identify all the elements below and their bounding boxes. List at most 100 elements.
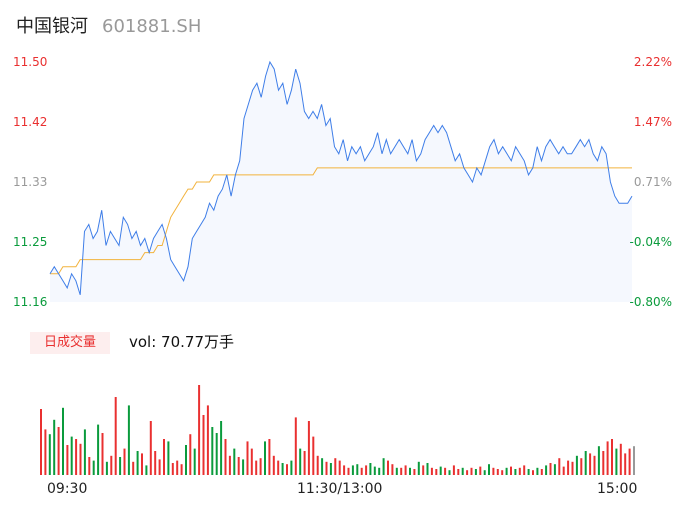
volume-bar xyxy=(290,460,293,475)
volume-bar xyxy=(602,451,605,475)
volume-bar xyxy=(417,461,420,475)
volume-bar xyxy=(171,463,174,475)
volume-bar xyxy=(391,464,394,475)
volume-bar xyxy=(70,436,73,475)
volume-bar xyxy=(220,421,223,475)
volume-bar xyxy=(97,424,100,475)
volume-bars xyxy=(40,385,635,475)
volume-bar xyxy=(474,469,477,475)
volume-bar xyxy=(158,459,161,475)
volume-bar xyxy=(430,467,433,475)
volume-bar xyxy=(75,439,78,475)
volume-bar xyxy=(347,467,350,475)
price-tick-5: 11.16 xyxy=(13,295,48,309)
volume-bar xyxy=(176,460,179,475)
volume-bar xyxy=(307,421,310,475)
volume-bar xyxy=(123,448,126,475)
volume-bar xyxy=(277,460,280,475)
volume-bar xyxy=(351,465,354,475)
volume-readout: vol: 70.77万手 xyxy=(129,333,234,351)
volume-bar xyxy=(615,448,618,475)
volume-bar xyxy=(580,458,583,475)
volume-bar xyxy=(523,465,526,475)
volume-bar xyxy=(483,470,486,475)
volume-tab[interactable]: 日成交量 xyxy=(30,332,110,354)
average-price-line xyxy=(50,167,632,275)
volume-bar xyxy=(426,463,429,475)
volume-bar xyxy=(272,455,275,475)
volume-bar xyxy=(119,457,122,475)
volume-bar xyxy=(452,465,455,475)
volume-bar xyxy=(553,464,556,475)
volume-bar xyxy=(567,460,570,475)
volume-bar xyxy=(575,455,578,475)
volume-bar xyxy=(185,445,187,475)
pct-tick-1: 2.22% xyxy=(633,55,672,69)
volume-bar xyxy=(536,467,539,475)
volume-bar xyxy=(215,433,218,475)
volume-bar xyxy=(387,460,389,475)
volume-bar xyxy=(409,467,411,475)
volume-bar xyxy=(628,448,631,475)
pct-tick-2: 1.47% xyxy=(633,115,672,129)
volume-bar xyxy=(540,469,543,475)
volume-bar xyxy=(492,467,495,475)
volume-bar xyxy=(496,469,499,475)
volume-bar xyxy=(527,469,530,475)
volume-bar xyxy=(435,469,438,475)
volume-bar xyxy=(558,458,561,475)
stock-code: 601881.SH xyxy=(102,16,202,37)
volume-bar xyxy=(571,461,574,475)
price-tick-1: 11.50 xyxy=(13,55,48,69)
volume-bar xyxy=(597,446,600,475)
volume-bar xyxy=(400,467,403,475)
volume-bar xyxy=(66,445,69,475)
volume-bar xyxy=(378,467,381,475)
volume-bar xyxy=(132,461,135,475)
volume-bar xyxy=(303,451,306,475)
volume-bar xyxy=(92,460,95,475)
volume-bar xyxy=(211,427,214,475)
price-tick-3: 11.33 xyxy=(13,175,48,189)
volume-bar xyxy=(259,458,262,475)
volume-bar xyxy=(360,467,363,475)
volume-bar xyxy=(343,465,346,475)
volume-bar xyxy=(53,419,56,475)
volume-bar xyxy=(439,466,442,475)
time-tick-close: 15:00 xyxy=(597,481,638,497)
volume-bar xyxy=(145,465,148,475)
volume-bar xyxy=(316,455,319,475)
volume-bar xyxy=(189,434,192,475)
volume-bar xyxy=(514,469,517,475)
pct-tick-4: -0.04% xyxy=(629,235,672,249)
volume-bar xyxy=(532,470,534,475)
volume-bar xyxy=(237,457,240,475)
volume-bar xyxy=(593,455,596,475)
volume-bar xyxy=(114,397,117,475)
volume-bar xyxy=(167,441,170,475)
volume-bar xyxy=(154,451,157,475)
volume-bar xyxy=(62,407,64,475)
volume-bar xyxy=(57,427,60,475)
stock-title: 中国银河 601881.SH xyxy=(16,12,201,38)
volume-bar xyxy=(40,409,42,475)
time-tick-open: 09:30 xyxy=(47,481,88,497)
volume-bar xyxy=(299,448,302,475)
volume-bar xyxy=(233,448,236,475)
volume-bar xyxy=(619,443,622,475)
volume-bar xyxy=(105,461,108,475)
volume-bar xyxy=(356,464,359,475)
volume-bar xyxy=(505,467,508,475)
volume-bar xyxy=(141,453,143,475)
volume-bar xyxy=(250,448,253,475)
volume-bar xyxy=(589,453,592,475)
volume-bar xyxy=(562,466,565,475)
volume-bar xyxy=(510,466,512,475)
volume-bar xyxy=(382,458,385,475)
volume-bar xyxy=(83,429,86,475)
price-line xyxy=(49,60,633,296)
volume-bar xyxy=(246,441,249,475)
volume-bar xyxy=(606,441,609,475)
volume-bar xyxy=(44,429,47,475)
volume-bar xyxy=(127,405,130,475)
